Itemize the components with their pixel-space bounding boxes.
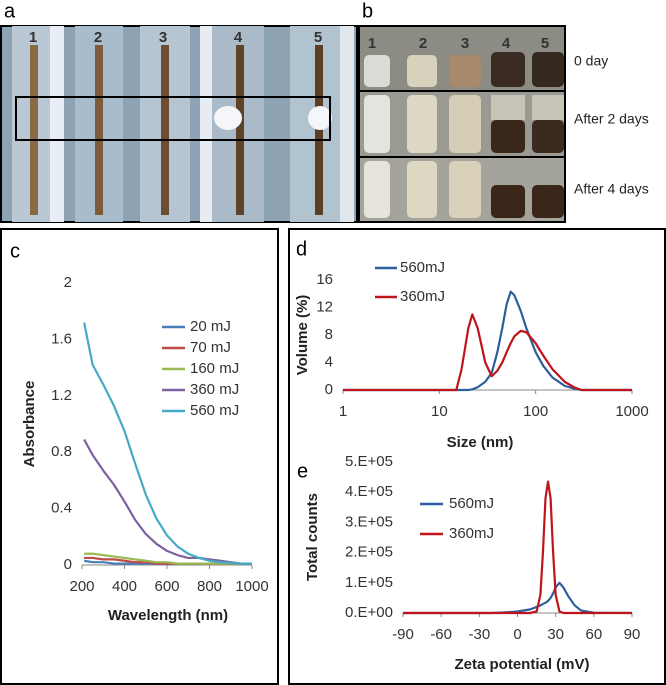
y-tick-label: 1.2 bbox=[51, 387, 72, 404]
x-tick-label: 1000 bbox=[615, 403, 648, 420]
y-tick-label: 16 bbox=[316, 271, 333, 288]
tube-label: 2 bbox=[94, 29, 102, 46]
legend-label: 360 mJ bbox=[190, 381, 239, 398]
data-line bbox=[84, 552, 252, 565]
y-tick-label: 5.E+05 bbox=[345, 453, 393, 470]
x-tick-label: 0 bbox=[513, 626, 521, 643]
x-tick-label: 10 bbox=[431, 403, 448, 420]
row-label: 0 day bbox=[574, 53, 608, 69]
y-tick-label: 2.E+05 bbox=[345, 544, 393, 561]
row-label: After 2 days bbox=[574, 111, 649, 127]
y-tick-label: 12 bbox=[316, 298, 333, 315]
legend-label: 20 mJ bbox=[190, 318, 231, 335]
data-line bbox=[343, 290, 632, 392]
panel-label: b bbox=[362, 0, 373, 22]
row-label: After 4 days bbox=[574, 181, 649, 197]
legend-label: 560 mJ bbox=[190, 402, 239, 419]
y-tick-label: 0.E+00 bbox=[345, 604, 393, 621]
vial-label: 5 bbox=[541, 35, 549, 52]
x-axis-label: Wavelength (nm) bbox=[108, 607, 228, 624]
photo-a bbox=[0, 25, 358, 223]
y-axis-label: Volume (%) bbox=[294, 295, 311, 376]
y-axis-label: Absorbance bbox=[21, 381, 38, 468]
tube-label: 5 bbox=[314, 29, 322, 46]
vial-label: 3 bbox=[461, 35, 469, 52]
panel-box bbox=[0, 228, 279, 685]
x-axis-label: Size (nm) bbox=[447, 434, 514, 451]
legend-label: 560mJ bbox=[449, 495, 494, 512]
x-tick-label: -30 bbox=[468, 626, 490, 643]
legend-label: 560mJ bbox=[400, 259, 445, 276]
x-tick-label: 60 bbox=[585, 626, 602, 643]
data-line bbox=[83, 322, 252, 565]
legend-label: 160 mJ bbox=[190, 360, 239, 377]
y-tick-label: 0.8 bbox=[51, 443, 72, 460]
y-tick-label: 1.6 bbox=[51, 330, 72, 347]
x-tick-label: 200 bbox=[69, 578, 94, 595]
x-tick-label: 600 bbox=[154, 578, 179, 595]
tube-label: 1 bbox=[29, 29, 37, 46]
legend-label: 70 mJ bbox=[190, 339, 231, 356]
y-tick-label: 1.E+05 bbox=[345, 574, 393, 591]
photo-b bbox=[358, 25, 566, 223]
panel-label: d bbox=[296, 238, 307, 260]
x-axis-label: Zeta potential (mV) bbox=[454, 656, 589, 673]
panel-label: c bbox=[10, 240, 20, 262]
y-tick-label: 0 bbox=[325, 381, 333, 398]
vial-label: 2 bbox=[419, 35, 427, 52]
data-line bbox=[403, 480, 632, 615]
data-line bbox=[403, 581, 633, 615]
x-tick-label: -90 bbox=[392, 626, 414, 643]
vial-label: 4 bbox=[502, 35, 511, 52]
y-tick-label: 4 bbox=[325, 353, 333, 370]
tube-label: 3 bbox=[159, 29, 167, 46]
data-line bbox=[343, 313, 632, 392]
x-tick-label: 1000 bbox=[235, 578, 268, 595]
x-tick-label: -60 bbox=[430, 626, 452, 643]
panel-label: a bbox=[4, 0, 16, 22]
data-line bbox=[83, 438, 252, 565]
y-tick-label: 0 bbox=[64, 556, 72, 573]
x-tick-label: 100 bbox=[523, 403, 548, 420]
y-tick-label: 2 bbox=[64, 274, 72, 291]
legend-label: 360mJ bbox=[400, 288, 445, 305]
x-tick-label: 90 bbox=[624, 626, 641, 643]
panel-label: e bbox=[297, 460, 308, 482]
tube-label: 4 bbox=[234, 29, 243, 46]
y-tick-label: 8 bbox=[325, 326, 333, 343]
panel-box bbox=[288, 228, 666, 685]
y-tick-label: 0.4 bbox=[51, 500, 72, 517]
legend-label: 360mJ bbox=[449, 525, 494, 542]
x-tick-label: 400 bbox=[112, 578, 137, 595]
vial-label: 1 bbox=[368, 35, 376, 52]
y-axis-label: Total counts bbox=[304, 493, 321, 581]
y-tick-label: 4.E+05 bbox=[345, 483, 393, 500]
y-tick-label: 3.E+05 bbox=[345, 513, 393, 530]
x-tick-label: 800 bbox=[197, 578, 222, 595]
x-tick-label: 1 bbox=[339, 403, 347, 420]
x-tick-label: 30 bbox=[547, 626, 564, 643]
